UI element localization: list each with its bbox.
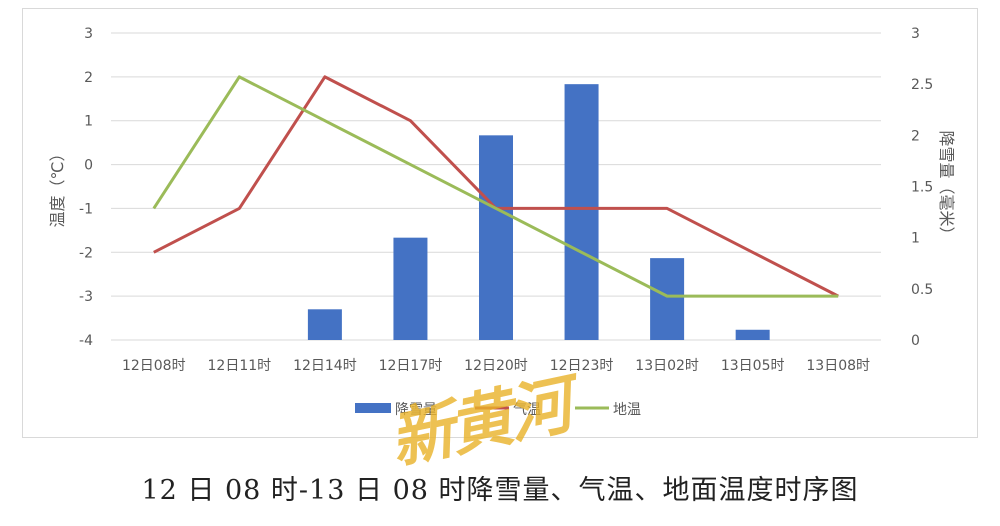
y-left-tick-label: -1 xyxy=(79,201,93,217)
legend-label: 地温 xyxy=(613,402,641,418)
y-right-tick-label: 3 xyxy=(911,26,920,42)
y-left-tick-label: 2 xyxy=(84,70,93,86)
series-line-地温 xyxy=(152,75,839,298)
y-right-tick-label: 1.5 xyxy=(911,180,933,196)
x-tick-label: 12日14时 xyxy=(293,358,357,374)
y-left-tick-label: 1 xyxy=(84,114,93,130)
y-right-tick-label: 0.5 xyxy=(911,282,933,298)
y-left-tick-label: 0 xyxy=(84,158,93,174)
y-left-tick-label: 3 xyxy=(84,26,93,42)
x-tick-label: 13日02时 xyxy=(635,358,699,374)
y-left-tick-label: -3 xyxy=(79,289,93,305)
x-tick-label: 13日08时 xyxy=(806,358,870,374)
legend-swatch xyxy=(355,403,391,413)
y-right-tick-label: 2 xyxy=(911,128,920,144)
y-left-tick-label: -2 xyxy=(79,245,93,261)
bar xyxy=(735,329,770,340)
bar xyxy=(564,84,599,341)
bar xyxy=(479,135,513,340)
y-left-tick-label: -4 xyxy=(79,333,93,349)
bar xyxy=(393,237,428,340)
x-tick-label: 12日17时 xyxy=(379,358,443,374)
chart-caption: 12 日 08 时-13 日 08 时降雪量、气温、地面温度时序图 xyxy=(141,475,859,506)
y-right-tick-label: 2.5 xyxy=(911,77,933,93)
x-tick-label: 13日05时 xyxy=(721,358,785,374)
x-tick-label: 12日20时 xyxy=(464,358,528,374)
chart: 3 2 1 0 -1 -2 -3 -4 3 2.5 2 1.5 1 0.5 0 12日08时 12日11时 12日… xyxy=(48,26,956,418)
x-tick-label: 12日11时 xyxy=(208,358,272,374)
legend-label: 气温 xyxy=(513,402,541,418)
legend-label: 降雪量 xyxy=(395,402,437,418)
chart-frame: 3 2 1 0 -1 -2 -3 -4 3 2.5 2 1.5 1 0.5 0 12日08时 12日11时 12日… xyxy=(22,8,978,438)
x-tick-label: 12日08时 xyxy=(122,358,186,374)
bar xyxy=(650,258,685,340)
x-tick-label: 12日23时 xyxy=(550,358,614,374)
y-left-axis-title: 温度（℃） xyxy=(48,146,67,228)
bar xyxy=(307,309,342,340)
y-right-tick-label: 0 xyxy=(911,333,920,349)
y-right-tick-label: 1 xyxy=(911,231,920,247)
y-right-axis-title: 降雪量（毫米） xyxy=(937,130,956,242)
